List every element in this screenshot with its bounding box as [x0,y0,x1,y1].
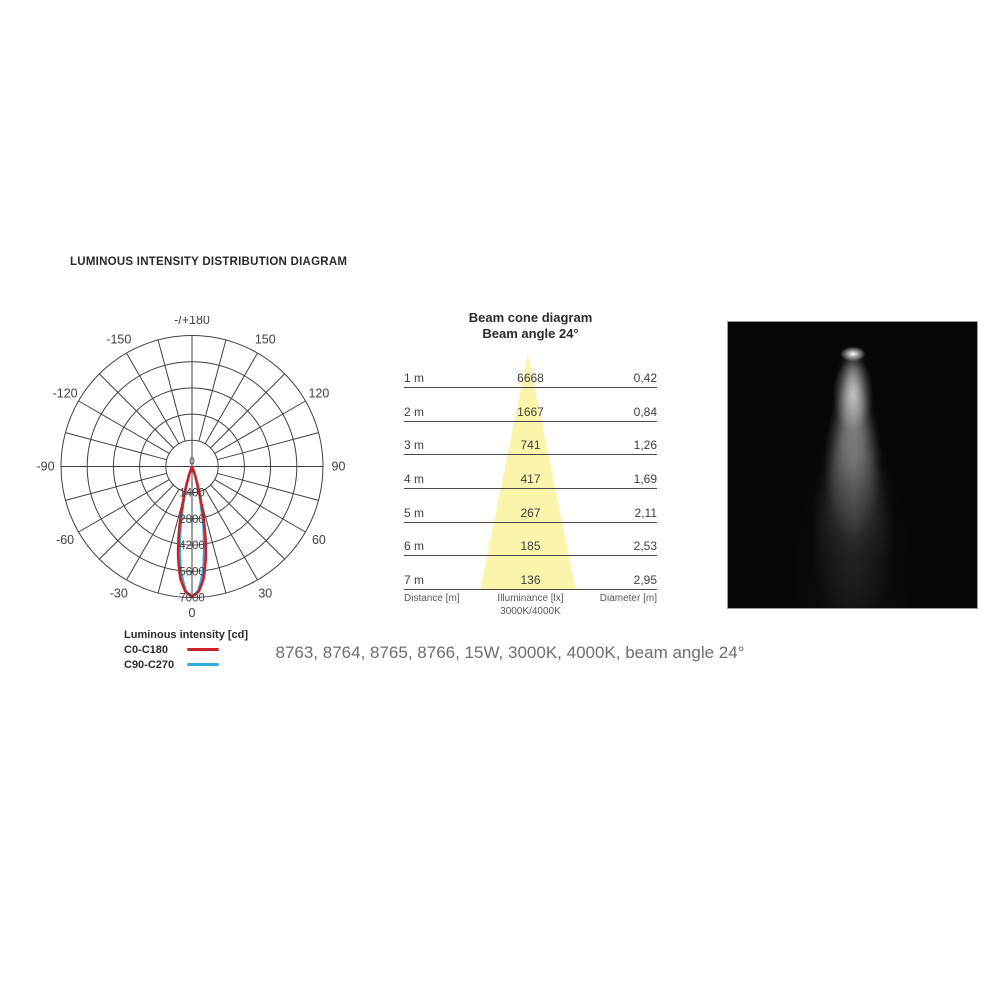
polar-grid [60,335,324,598]
legend-item-c0-c180: C0-C180 [124,642,248,657]
cell-diameter: 0,42 [633,371,657,386]
polar-angle-label: -90 [36,460,54,474]
table-row: 6 m 185 2,53 [404,532,657,557]
table-row: 1 m 6668 0,42 [404,364,657,389]
polar-ring-label: 1400 [179,488,205,500]
polar-angle-label: -120 [53,386,78,400]
cell-distance: 1 m [404,371,425,386]
cell-distance: 2 m [404,404,425,419]
table-row: 5 m 267 2,11 [404,499,657,523]
table-row: 7 m 136 2,95 [404,566,657,590]
polar-ring-label: 7000 [179,593,205,605]
polar-labels: 0 30 60 90 120 150 -/+180 -150 -120 -90 -60 -30 1400… [36,316,345,620]
cell-distance: 6 m [404,539,425,554]
polar-angle-label: 60 [312,533,326,547]
legend-swatch-red-line [187,647,219,652]
beam-photo-cone-wrap [728,322,977,608]
polar-angle-label: 0 [189,606,196,620]
beam-cone-panel: Beam cone diagram Beam angle 24° 1 m 6668… [404,308,657,638]
cell-illuminance: 136 [520,572,541,587]
polar-angle-label: -/+180 [174,316,210,327]
beam-photo-cone [816,352,890,557]
page-title: LUMINOUS INTENSITY DISTRIBUTION DIAGRAM [70,256,348,268]
cell-illuminance: 267 [520,505,541,520]
cell-diameter: 1,26 [633,438,657,453]
beam-cone-title: Beam cone diagram Beam angle 24° [404,310,657,342]
beam-cone-title-line1: Beam cone diagram [468,310,593,325]
cell-distance: 3 m [404,438,425,453]
legend-item-c90-c270: C90-C270 [124,657,248,672]
polar-angle-label: 120 [308,386,329,400]
polar-legend: Luminous intensity [cd] C0-C180 C90-C270 [124,628,248,672]
footer-diameter-label: Diameter [m] [599,593,657,604]
polar-intensity-chart: 0 30 60 90 120 150 -/+180 -150 -120 -90 -60 -30 1400… [36,316,345,620]
legend-label-c90-c270: C90-C270 [124,658,175,671]
legend-label-c0-c180: C0-C180 [124,643,169,656]
cell-diameter: 2,95 [633,572,657,587]
beam-cone-table: 1 m 6668 0,42 2 m 1667 0,84 3 m 741 1,26 4 m 417 1,… [404,308,657,638]
polar-ring-label: 4200 [179,540,205,552]
polar-angle-label: -60 [56,533,74,547]
footer-distance-label: Distance [m] [404,593,460,604]
polar-curve-c0-c180 [176,465,208,598]
table-row: 4 m 417 1,69 [404,465,657,489]
legend-title: Luminous intensity [cd] [124,629,249,641]
cell-distance: 7 m [404,572,425,587]
polar-angle-label: -30 [110,586,128,600]
polar-center-label: 0 [189,457,195,468]
cell-diameter: 0,84 [633,404,657,419]
cell-illuminance: 6668 [517,371,544,386]
footer-illuminance-label: Illuminance [lx] 3000K/4000K [497,593,564,617]
cell-illuminance: 185 [520,539,541,554]
polar-angle-label: 90 [332,460,346,474]
product-description: 8763, 8764, 8765, 8766, 15W, 3000K, 4000… [275,643,745,662]
polar-ring-label: 2800 [179,514,205,526]
polar-angle-label: -150 [106,333,131,347]
cell-diameter: 2,53 [633,539,657,554]
cell-illuminance: 417 [520,471,541,486]
cell-distance: 5 m [404,505,425,520]
cell-diameter: 2,11 [634,505,657,520]
beam-cone-title-line2: Beam angle 24° [482,326,579,341]
cell-illuminance: 1667 [517,404,544,419]
cell-illuminance: 741 [520,438,541,453]
beam-cone-table-footer: Distance [m] Illuminance [lx] 3000K/4000… [404,593,657,618]
table-row: 2 m 1667 0,84 [404,398,657,422]
cell-distance: 4 m [404,471,425,486]
cell-diameter: 1,69 [633,471,657,486]
polar-ring-label: 5600 [179,566,205,578]
legend-swatch-blue-line [187,662,219,667]
polar-angle-label: 30 [258,586,272,600]
polar-angle-label: 150 [255,333,276,347]
beam-photo [727,321,978,609]
table-row: 3 m 741 1,26 [404,431,657,456]
